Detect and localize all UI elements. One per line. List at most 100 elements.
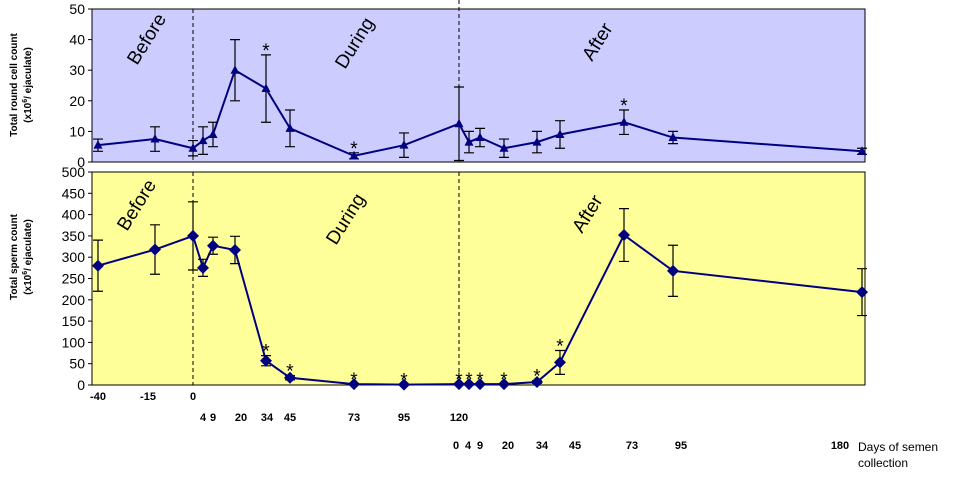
top-data-point — [230, 65, 240, 74]
top-significance-marker: * — [262, 41, 270, 62]
bottom-data-point — [149, 243, 161, 256]
bottom-data-point — [92, 259, 104, 272]
top-data-point — [464, 137, 474, 146]
top-significance-marker: * — [350, 139, 358, 160]
top-y-tick-label: 50 — [69, 1, 85, 17]
top-data-point — [261, 83, 271, 93]
x-tick-label: 9 — [210, 412, 216, 424]
top-data-point — [454, 118, 464, 128]
bottom-data-point — [618, 229, 630, 242]
bottom-data-point — [284, 371, 296, 384]
bottom-y-axis: 0 50 100 150 200 250 300 350 400 450 500 — [62, 164, 92, 393]
x-tick-label: 4 — [200, 412, 207, 424]
bottom-y-tick-label: 250 — [62, 271, 86, 287]
x-tick-label: 73 — [348, 412, 360, 424]
x-axis-title-line2: collection — [858, 456, 908, 470]
top-data-point — [499, 143, 509, 152]
bottom-y-tick-label: 500 — [62, 164, 86, 180]
bottom-significance-marker: * — [262, 342, 270, 363]
bottom-significance-marker: * — [350, 370, 358, 391]
bottom-y-label: Total sperm count — [9, 213, 20, 300]
bottom-data-point — [207, 239, 219, 252]
bottom-data-point — [463, 378, 475, 391]
top-data-point — [285, 123, 295, 132]
bottom-data-point — [856, 286, 868, 299]
top-y-tick-label: 0 — [77, 154, 85, 170]
bottom-significance-marker: * — [500, 370, 508, 391]
bottom-data-point — [554, 356, 566, 369]
top-data-point — [857, 146, 867, 155]
bottom-data-point — [348, 378, 360, 391]
bottom-y-label-unit: (x106/ ejaculate) — [22, 219, 34, 295]
top-data-point — [475, 132, 485, 142]
x-tick-label-after: 180 — [831, 440, 849, 452]
bottom-y-tick-label: 450 — [62, 185, 86, 201]
bottom-significance-marker: * — [400, 371, 408, 392]
bottom-y-tick-label: 400 — [62, 207, 86, 223]
x-tick-label: 34 — [261, 412, 274, 424]
bottom-data-point — [197, 261, 209, 274]
bottom-significance-marker: * — [533, 367, 541, 388]
bottom-data-point — [229, 243, 241, 256]
x-axis-title: Days of semen — [858, 440, 938, 454]
top-data-point — [150, 134, 160, 143]
top-data-point — [532, 137, 542, 146]
top-y-axis: 0 10 20 30 40 50 — [69, 1, 92, 170]
top-y-tick-label: 30 — [69, 62, 85, 78]
x-tick-label-after: 9 — [477, 440, 483, 452]
bottom-y-tick-label: 300 — [62, 249, 86, 265]
x-tick-label-after: 4 — [465, 440, 472, 452]
top-data-point — [668, 132, 678, 142]
bottom-significance-marker: * — [476, 370, 484, 391]
x-tick-label-after: 73 — [626, 440, 638, 452]
top-data-point — [208, 129, 218, 138]
x-tick-label: -15 — [140, 391, 156, 403]
x-tick-label: 0 — [190, 391, 196, 403]
top-series: * * * — [93, 39, 867, 162]
bottom-data-point — [260, 354, 272, 367]
top-data-point — [399, 140, 409, 149]
x-tick-label-after: 45 — [569, 440, 581, 452]
bottom-y-tick-label: 50 — [69, 356, 85, 372]
bottom-data-point — [531, 376, 543, 389]
bottom-data-point — [453, 378, 465, 391]
top-y-label: Total round cell count — [9, 32, 20, 136]
x-tick-label-after: 34 — [536, 440, 549, 452]
bottom-y-tick-label: 0 — [77, 377, 85, 393]
bottom-data-point — [187, 229, 199, 242]
bottom-data-point — [474, 378, 486, 391]
x-tick-label: 45 — [284, 412, 296, 424]
x-tick-label-after: 0 — [453, 440, 459, 452]
top-significance-marker: * — [620, 96, 628, 117]
bottom-y-tick-label: 100 — [62, 334, 86, 350]
x-tick-label: 95 — [398, 412, 410, 424]
x-tick-label: -40 — [90, 391, 106, 403]
x-tick-label: 120 — [450, 412, 468, 424]
bottom-y-tick-label: 350 — [62, 228, 86, 244]
bottom-data-point — [667, 264, 679, 277]
bottom-significance-marker: * — [556, 336, 564, 357]
top-data-point — [349, 150, 359, 160]
top-y-label-unit: (x106/ ejaculate) — [22, 47, 34, 123]
top-y-tick-label: 10 — [69, 123, 85, 139]
top-y-tick-label: 40 — [69, 32, 85, 48]
bottom-significance-marker: * — [465, 370, 473, 391]
top-data-point — [555, 129, 565, 138]
top-data-point — [93, 140, 103, 149]
bottom-data-point — [498, 378, 510, 391]
x-tick-label-after: 95 — [675, 440, 687, 452]
bottom-series: ** * * * * * * ** — [92, 201, 868, 392]
bottom-y-tick-label: 150 — [62, 313, 86, 329]
top-data-point — [188, 143, 198, 152]
top-data-point — [619, 117, 629, 126]
top-data-point — [198, 135, 208, 145]
top-y-tick-label: 20 — [69, 93, 85, 109]
bottom-significance-marker: * — [455, 370, 463, 391]
bottom-significance-marker: * — [286, 362, 294, 383]
bottom-y-tick-label: 200 — [62, 292, 86, 308]
x-tick-label-after: 20 — [502, 440, 514, 452]
x-tick-label: 20 — [235, 412, 247, 424]
bottom-data-point — [398, 378, 410, 391]
